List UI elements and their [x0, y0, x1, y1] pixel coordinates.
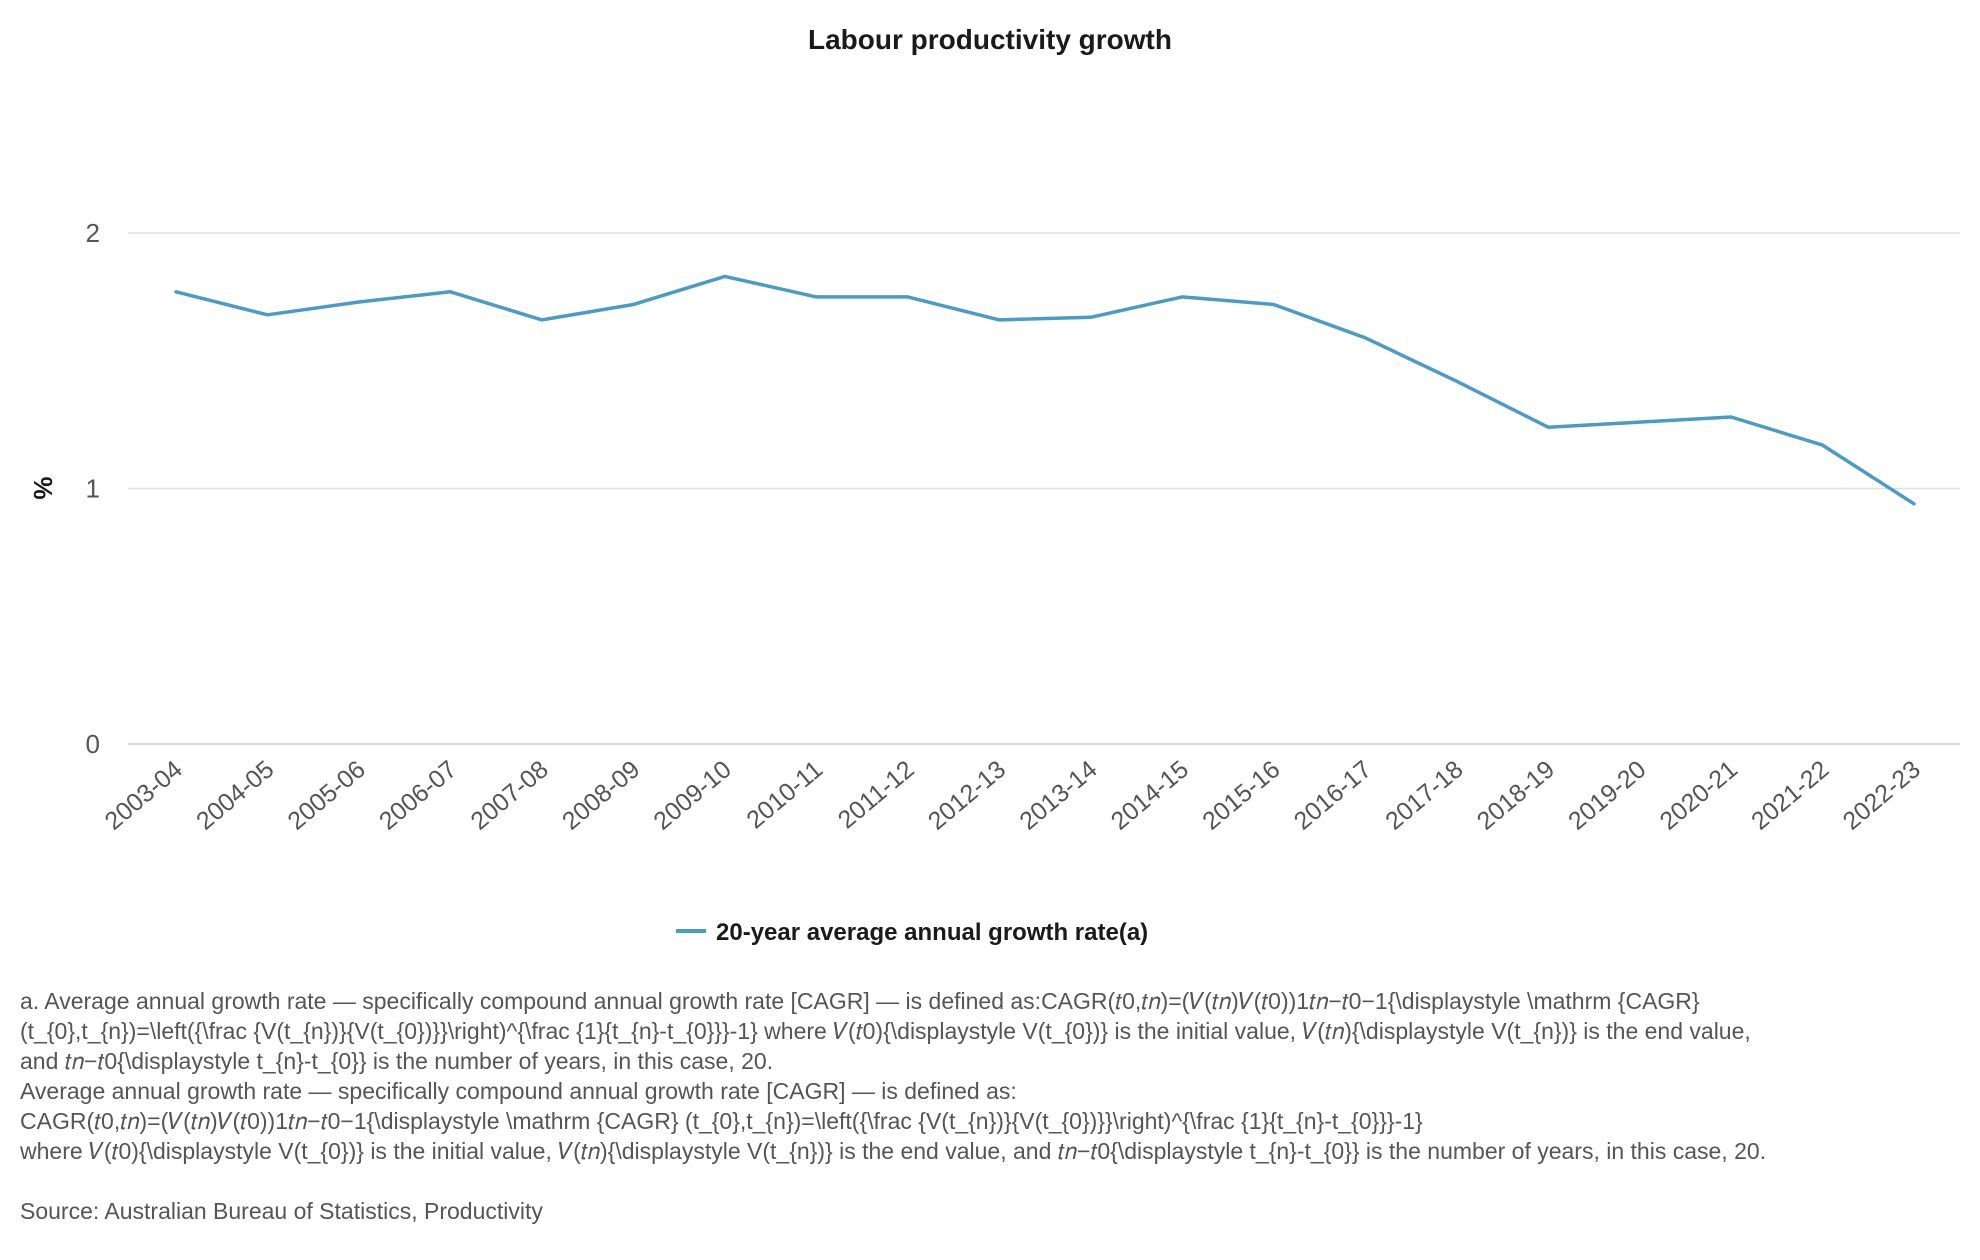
x-tick-label: 2015-16 — [1197, 755, 1285, 835]
chart-title: Labour productivity growth — [808, 24, 1172, 55]
data-point[interactable] — [718, 269, 732, 283]
y-axis-ticks: 0 1 2 — [86, 218, 100, 759]
x-tick-label: 2018-19 — [1472, 755, 1560, 835]
x-tick-label: 2013-14 — [1014, 755, 1102, 835]
x-axis-ticks: 2003-04 2004-05 2005-06 2006-07 2007-08 2008-… — [100, 755, 1926, 835]
x-tick-label: 2014-15 — [1106, 755, 1194, 835]
data-point[interactable] — [352, 295, 366, 309]
line-chart: Labour productivity growth % 0 1 2 2003-04… — [28, 24, 1960, 946]
data-point[interactable] — [1358, 331, 1372, 345]
y-tick-label: 1 — [86, 474, 100, 504]
source-note: Source: Australian Bureau of Statistics,… — [20, 1198, 543, 1224]
data-point[interactable] — [535, 313, 549, 327]
x-tick-label: 2010-11 — [741, 755, 828, 834]
x-tick-label: 2020-21 — [1655, 755, 1743, 835]
data-point[interactable] — [626, 298, 640, 312]
data-point[interactable] — [1724, 410, 1738, 424]
footnote-line: Average annual growth rate — specificall… — [20, 1078, 1017, 1104]
x-tick-label: 2012-13 — [923, 755, 1011, 835]
x-tick-label: 2005-06 — [283, 755, 371, 835]
footnote-line: CAGR(𝑡0,𝑡𝑛)=(𝑉(𝑡𝑛)𝑉(𝑡0))1𝑡𝑛−𝑡0−1{\displa… — [20, 1108, 1423, 1134]
x-tick-label: 2007-08 — [465, 755, 553, 835]
data-point[interactable] — [261, 308, 275, 322]
data-point[interactable] — [901, 290, 915, 304]
footnote-line: and 𝑡𝑛−𝑡0{\displaystyle t_{n}-t_{0}} is … — [20, 1048, 774, 1074]
data-point[interactable] — [1633, 415, 1647, 429]
x-tick-label: 2022-23 — [1838, 755, 1926, 835]
x-tick-label: 2011-12 — [833, 755, 920, 834]
data-point[interactable] — [1907, 497, 1921, 511]
series-group — [169, 269, 1921, 511]
data-point[interactable] — [1084, 310, 1098, 324]
data-point[interactable] — [992, 313, 1006, 327]
x-tick-label: 2016-17 — [1289, 755, 1377, 835]
data-point[interactable] — [443, 285, 457, 299]
footnote-line: where 𝑉(𝑡0){\displaystyle V(t_{0})} is t… — [20, 1138, 1767, 1164]
x-tick-label: 2003-04 — [100, 755, 188, 835]
x-tick-label: 2009-10 — [648, 755, 736, 835]
y-tick-label: 2 — [86, 218, 100, 248]
footnotes: a. Average annual growth rate — specific… — [20, 986, 1980, 1226]
x-tick-label: 2004-05 — [191, 755, 279, 835]
data-point[interactable] — [1541, 420, 1555, 434]
x-tick-label: 2008-09 — [557, 755, 645, 835]
y-tick-label: 0 — [86, 729, 100, 759]
legend-label: 20-year average annual growth rate(a) — [716, 919, 1148, 946]
x-tick-label: 2006-07 — [374, 755, 462, 835]
data-point[interactable] — [809, 290, 823, 304]
x-tick-label: 2019-20 — [1563, 755, 1651, 835]
y-axis-label: % — [28, 476, 58, 499]
data-point[interactable] — [1175, 290, 1189, 304]
series-line[interactable] — [174, 274, 1916, 506]
data-point[interactable] — [1267, 298, 1281, 312]
data-point[interactable] — [169, 285, 183, 299]
footnote-line: a. Average annual growth rate — specific… — [20, 988, 1700, 1014]
gridlines — [128, 232, 1960, 745]
x-tick-label: 2017-18 — [1380, 755, 1468, 835]
footnote-line: (t_{0},t_{n})=\left({\frac {V(t_{n})}{V(… — [20, 1018, 1751, 1044]
x-tick-label: 2021-22 — [1746, 755, 1834, 835]
data-point[interactable] — [1816, 438, 1830, 452]
data-point[interactable] — [1450, 374, 1464, 388]
legend[interactable]: 20-year average annual growth rate(a) — [676, 919, 1148, 946]
